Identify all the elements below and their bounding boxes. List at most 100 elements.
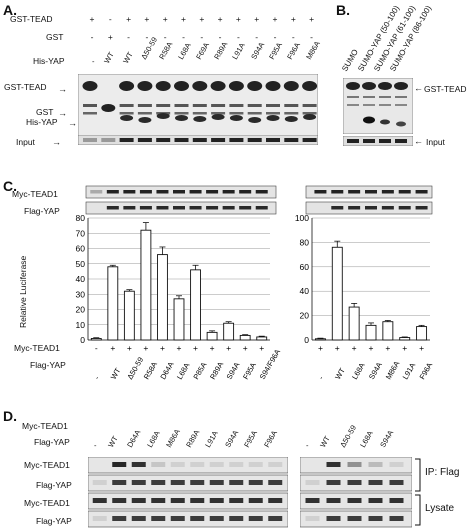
category-label: R58A	[142, 360, 159, 380]
category-label: -	[92, 374, 101, 380]
bar	[157, 254, 168, 341]
panel-c-charts: 01020304050607080--+WT+Δ50-59+R58A+D64A+…	[76, 185, 434, 380]
myc-tead1-sign: +	[318, 343, 323, 353]
myc-tead1-sign: +	[402, 343, 407, 353]
blot-band	[92, 498, 107, 503]
bar	[206, 331, 218, 341]
y-tick-label: 70	[76, 228, 86, 238]
lane-label: WT	[120, 50, 135, 65]
bar	[239, 334, 251, 341]
myc-tead1-blot-band	[222, 190, 235, 194]
blot-band	[209, 462, 224, 467]
myc-tead1-sign: +	[143, 343, 148, 353]
blot-band	[347, 516, 362, 521]
blot-band	[368, 480, 383, 485]
bar	[365, 324, 377, 341]
panel-d-left-blots	[88, 457, 288, 528]
panel-a-gel	[78, 74, 318, 136]
category-label: WT	[109, 366, 123, 380]
arrow-icon: ←	[414, 83, 423, 93]
flag-yap-blot-band	[139, 206, 152, 210]
plus-minus-sign: -	[218, 32, 222, 42]
flag-yap-blot-band	[415, 206, 428, 210]
bar	[107, 266, 119, 341]
y-tick-label: 0	[304, 335, 309, 345]
blot-band	[268, 516, 283, 521]
lane-label: S94A	[248, 40, 266, 61]
arrow-icon: →	[68, 118, 77, 128]
blot-band	[248, 516, 263, 521]
d-blot-label: Myc-TEAD1	[24, 498, 70, 508]
blot-band	[112, 462, 127, 467]
myc-tead1-sign: +	[243, 343, 248, 353]
category-label: F95A	[241, 361, 258, 380]
myc-tead1-sign: +	[419, 343, 424, 353]
y-tick-label: 80	[300, 237, 310, 247]
myc-tead1-sign: +	[210, 343, 215, 353]
category-label: M86A	[384, 360, 402, 380]
myc-tead1-sign: +	[193, 343, 198, 353]
gst-tead-row-label: GST-TEAD	[10, 14, 53, 24]
plus-minus-sign: +	[181, 14, 186, 24]
plus-minus-sign: -	[90, 32, 94, 42]
blot-band	[131, 462, 146, 467]
plus-minus-sign: -	[163, 32, 167, 42]
bar	[90, 338, 102, 341]
blot-band	[190, 516, 205, 521]
gst-tead-band-label: GST-TEAD	[4, 82, 47, 92]
y-tick-label: 40	[76, 274, 86, 284]
lane-label: L91A	[203, 429, 220, 449]
flag-yap-blot-band	[173, 206, 185, 210]
bar	[399, 337, 411, 341]
input-band-label-b: Input	[426, 137, 445, 147]
category-label: L91A	[401, 361, 418, 380]
blot-band	[131, 516, 146, 521]
flag-yap-blot-band	[331, 206, 344, 210]
blot-band	[209, 498, 224, 503]
flag-yap-blot-label: Flag-YAP	[24, 206, 60, 216]
myc-tead1-sign: +	[259, 343, 264, 353]
gst-tead-band-label-b: GST-TEAD	[424, 84, 467, 94]
category-label: WT	[333, 366, 347, 380]
blot-band	[248, 498, 263, 503]
y-tick-label: 60	[300, 262, 310, 272]
lane-label: L91A	[230, 41, 248, 61]
lane-label: WT	[318, 434, 332, 449]
myc-tead1-sign: +	[226, 343, 231, 353]
y-tick-label: 80	[76, 213, 86, 223]
category-label: P85A	[191, 361, 208, 380]
lane-label: -	[94, 441, 97, 450]
lane-label: F95A	[267, 40, 284, 61]
flag-yap-blot-band	[206, 206, 219, 210]
blot-band	[248, 462, 263, 467]
blot-band	[368, 516, 383, 521]
myc-tead1-sign: +	[177, 343, 182, 353]
myc-tead1-blot-band	[173, 190, 185, 194]
blot-band	[170, 462, 185, 467]
bar	[416, 326, 428, 341]
gst-band-label: GST	[36, 107, 54, 117]
myc-tead1-sign: +	[352, 343, 357, 353]
bar	[190, 269, 201, 341]
category-label: L68A	[350, 361, 367, 380]
plus-minus-sign: -	[255, 32, 259, 42]
plus-minus-sign: -	[145, 32, 149, 42]
y-tick-label: 10	[76, 320, 86, 330]
blot-band	[229, 498, 244, 503]
arrow-icon: →	[52, 137, 61, 147]
plus-minus-sign: -	[291, 32, 295, 42]
myc-tead1-blot-band	[106, 190, 119, 194]
myc-tead1-blot-band	[314, 190, 327, 194]
blot-band	[131, 480, 146, 485]
blot-band	[209, 480, 224, 485]
myc-tead1-blot-band	[139, 190, 152, 194]
d-blot-label: Flag-YAP	[36, 480, 72, 490]
lane-label: M86A	[303, 39, 322, 61]
his-yap-band-label: His-YAP	[26, 117, 58, 127]
lane-label: F96A	[285, 40, 303, 61]
d-blot-label: Myc-TEAD1	[24, 460, 70, 470]
flag-yap-blot-band	[189, 206, 202, 210]
plus-minus-sign: +	[272, 14, 278, 24]
lane-label: S94A	[222, 428, 240, 449]
bar	[314, 338, 326, 341]
